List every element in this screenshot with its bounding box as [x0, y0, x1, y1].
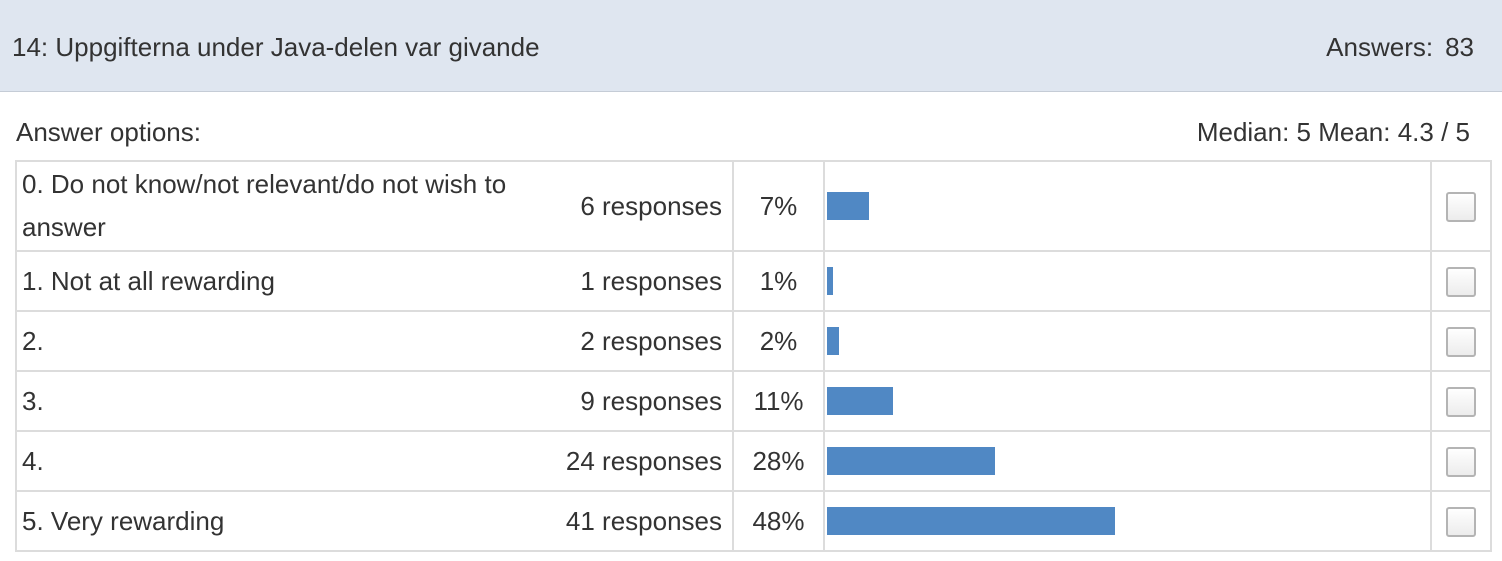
option-row: 2. 2 responses 2%: [15, 310, 1492, 372]
option-bar: [827, 507, 1115, 535]
median-mean-stats: Median: 5 Mean: 4.3 / 5: [1196, 117, 1470, 147]
option-bar: [827, 192, 869, 220]
option-bar: [827, 267, 833, 295]
option-percent: 11%: [732, 370, 825, 432]
option-count: 6 responses: [553, 160, 734, 252]
option-percent: 7%: [732, 160, 825, 252]
option-checkbox-cell: [1430, 160, 1492, 252]
option-label: 1. Not at all rewarding: [15, 250, 553, 312]
option-label: 4.: [15, 430, 553, 492]
answer-options-table: 0. Do not know/not relevant/do not wish …: [15, 160, 1492, 552]
option-checkbox[interactable]: [1446, 507, 1476, 538]
option-row: 0. Do not know/not relevant/do not wish …: [15, 160, 1492, 252]
option-count: 24 responses: [553, 430, 734, 492]
option-bar-cell: [823, 160, 1432, 252]
option-checkbox[interactable]: [1446, 387, 1476, 418]
option-bar-cell: [823, 310, 1432, 372]
option-row: 5. Very rewarding 41 responses 48%: [15, 490, 1492, 552]
option-count: 41 responses: [553, 490, 734, 552]
option-label: 0. Do not know/not relevant/do not wish …: [15, 160, 553, 252]
option-row: 4. 24 responses 28%: [15, 430, 1492, 492]
answer-options-label: Answer options:: [16, 117, 201, 147]
option-count: 9 responses: [553, 370, 734, 432]
option-row: 3. 9 responses 11%: [15, 370, 1492, 432]
option-bar-cell: [823, 250, 1432, 312]
option-bar: [827, 327, 839, 355]
option-percent: 28%: [732, 430, 825, 492]
option-checkbox-cell: [1430, 430, 1492, 492]
question-header: 14: Uppgifterna under Java-delen var giv…: [0, 0, 1502, 92]
option-checkbox[interactable]: [1446, 192, 1476, 223]
option-checkbox[interactable]: [1446, 327, 1476, 358]
option-row: 1. Not at all rewarding 1 responses 1%: [15, 250, 1492, 312]
option-checkbox[interactable]: [1446, 447, 1476, 478]
answers-count: 83: [1445, 32, 1474, 62]
option-label: 2.: [15, 310, 553, 372]
option-bar-cell: [823, 430, 1432, 492]
option-percent: 2%: [732, 310, 825, 372]
option-count: 2 responses: [553, 310, 734, 372]
option-bar-cell: [823, 370, 1432, 432]
option-label: 3.: [15, 370, 553, 432]
option-count: 1 responses: [553, 250, 734, 312]
option-bar: [827, 447, 995, 475]
answers-summary: Answers: 83: [1326, 31, 1474, 63]
option-bar-cell: [823, 490, 1432, 552]
option-label: 5. Very rewarding: [15, 490, 553, 552]
question-title: 14: Uppgifterna under Java-delen var giv…: [12, 32, 540, 62]
option-checkbox-cell: [1430, 490, 1492, 552]
option-checkbox-cell: [1430, 310, 1492, 372]
option-checkbox-cell: [1430, 370, 1492, 432]
option-percent: 48%: [732, 490, 825, 552]
option-bar: [827, 387, 893, 415]
option-checkbox-cell: [1430, 250, 1492, 312]
option-percent: 1%: [732, 250, 825, 312]
option-checkbox[interactable]: [1446, 267, 1476, 298]
answers-label: Answers:: [1326, 32, 1434, 62]
